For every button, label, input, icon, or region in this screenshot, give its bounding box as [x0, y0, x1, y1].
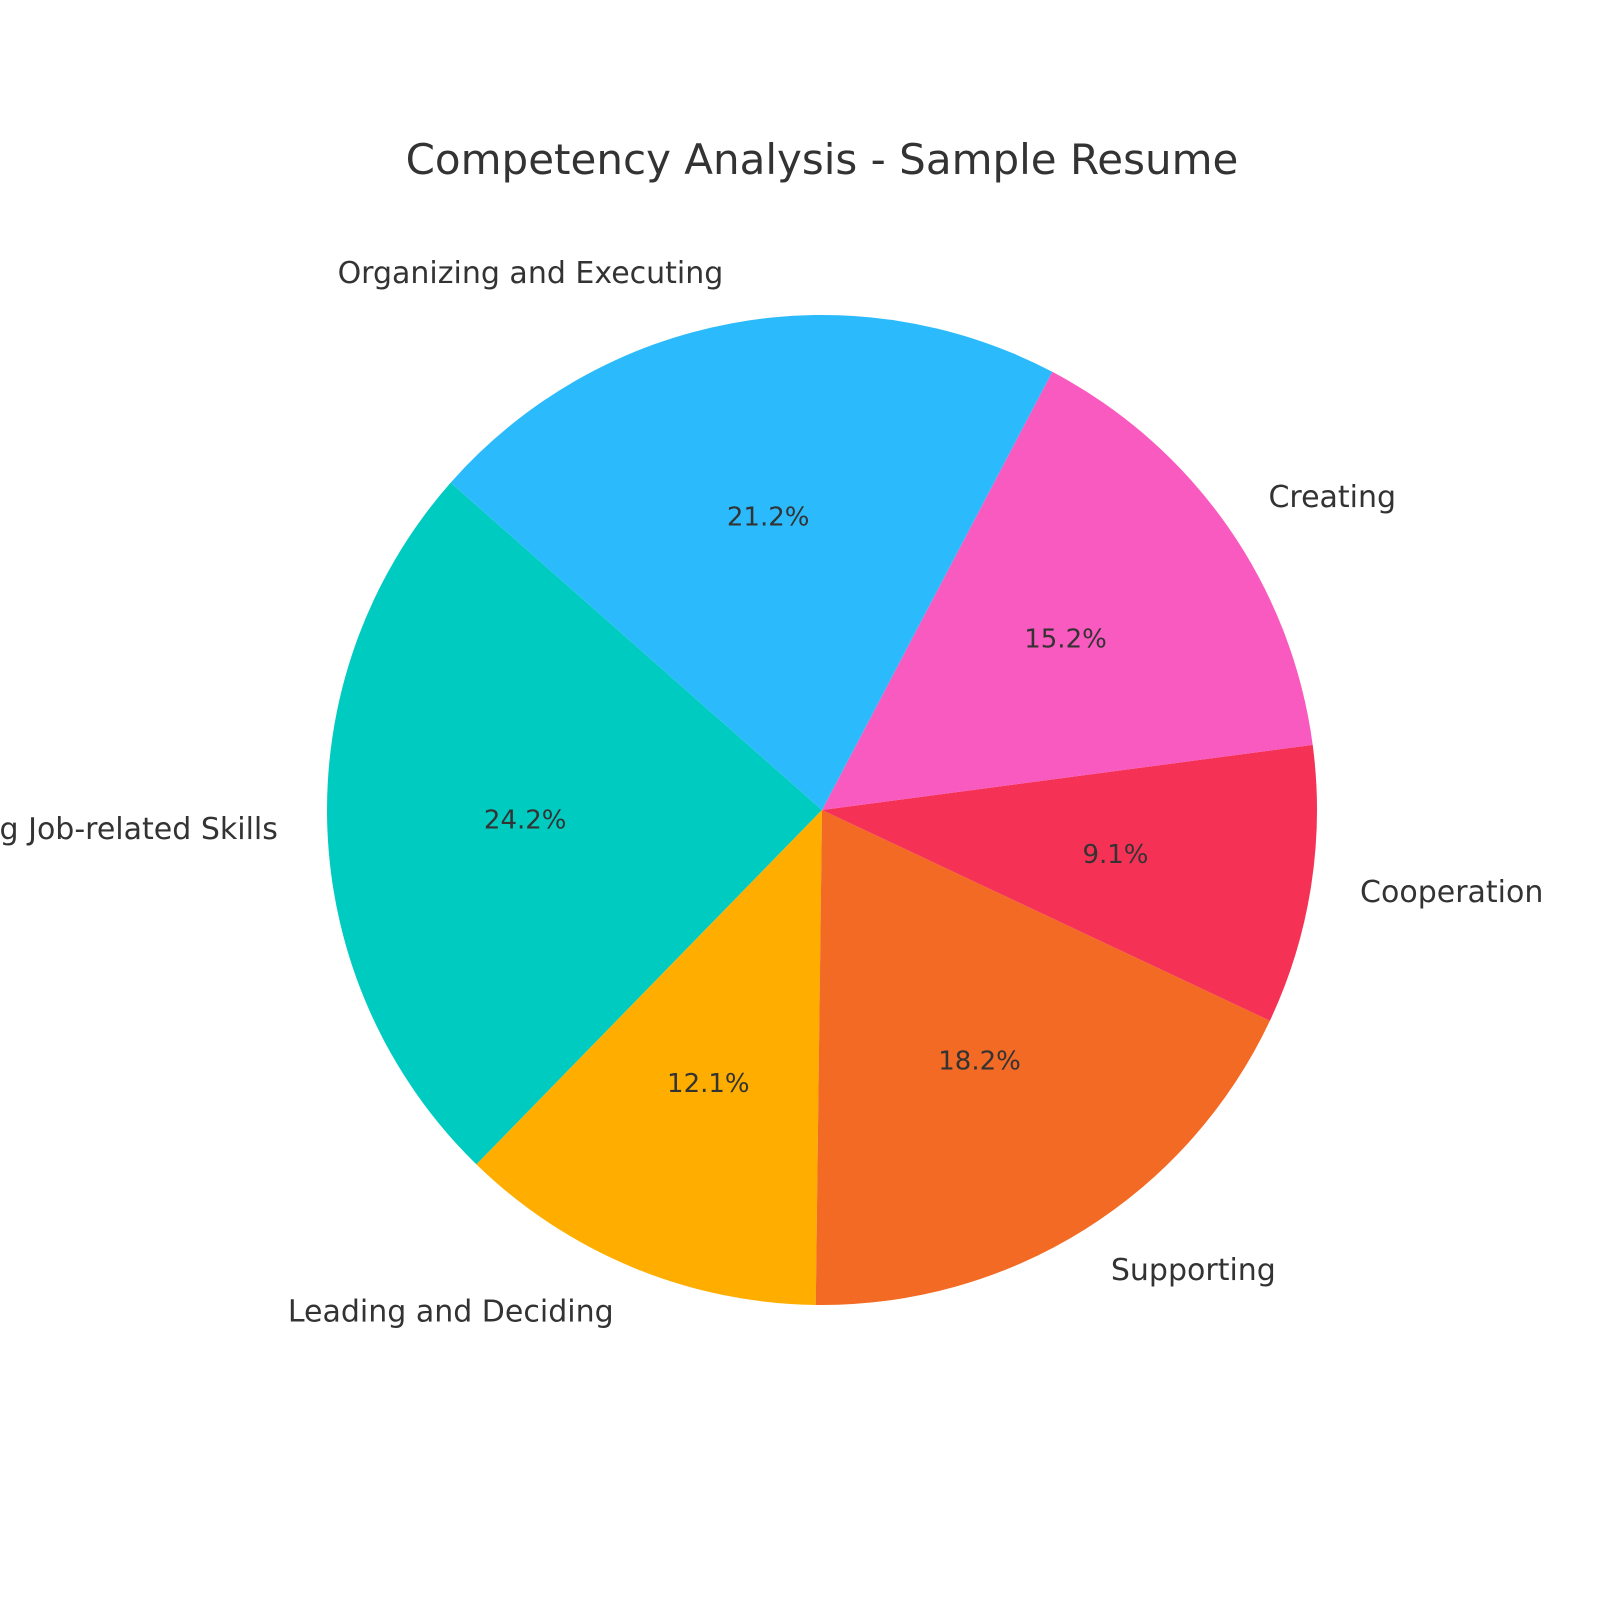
slice-percent-leading-and-deciding: 12.1%	[667, 1069, 750, 1099]
pie-slice-cooperation	[822, 744, 1317, 1021]
slice-label-displaying-and-demonstrating-job-related-skills: Displaying and Demonstrating Job-related…	[0, 812, 278, 847]
pie-slice-creating	[822, 371, 1313, 810]
pie-slices	[326, 314, 1317, 1305]
slice-label-cooperation: Cooperation	[1360, 875, 1543, 910]
slice-percent-displaying-and-demonstrating-job-related-skills: 24.2%	[484, 806, 567, 836]
pie-slice-leading-and-deciding	[476, 810, 822, 1305]
slice-percent-supporting: 18.2%	[938, 1046, 1021, 1076]
slice-label-leading-and-deciding: Leading and Deciding	[288, 1295, 614, 1330]
pie-slice-supporting	[815, 810, 1270, 1305]
slice-label-creating: Creating	[1268, 480, 1396, 515]
slice-label-supporting: Supporting	[1111, 1253, 1276, 1288]
chart-title: Competency Analysis - Sample Resume	[406, 135, 1239, 184]
pie-slice-organizing-and-executing	[450, 314, 1053, 810]
pie-slice-displaying-and-demonstrating-job-related-skills	[326, 482, 822, 1165]
slice-label-organizing-and-executing: Organizing and Executing	[338, 256, 724, 291]
slice-percent-cooperation: 9.1%	[1082, 840, 1148, 870]
pie-labels: Displaying and Demonstrating Job-related…	[0, 256, 1543, 1330]
slice-percent-creating: 15.2%	[1024, 624, 1107, 654]
slice-percent-organizing-and-executing: 21.2%	[727, 502, 810, 532]
